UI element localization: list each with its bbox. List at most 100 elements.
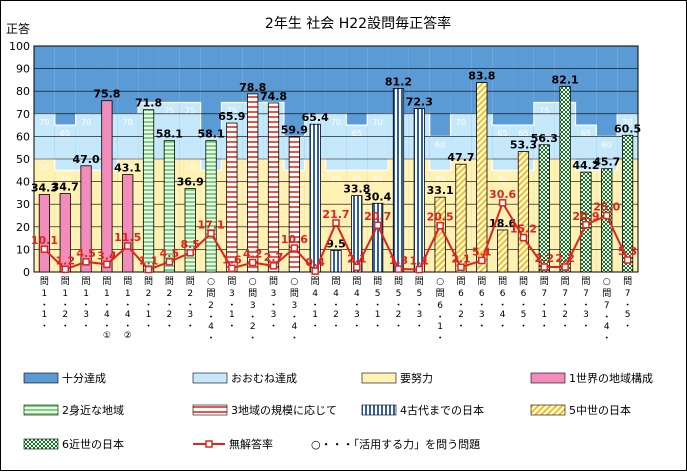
- x-tick-char: ・: [207, 313, 216, 323]
- x-tick-char: 6: [437, 301, 443, 311]
- x-tick-char: ・: [373, 301, 382, 311]
- no-answer-marker: [457, 263, 465, 272]
- x-tick-char: 1: [125, 289, 131, 299]
- bar: [226, 122, 238, 273]
- bar: [497, 229, 509, 273]
- x-tick-char: ・: [394, 301, 403, 311]
- no-answer-marker: [228, 264, 236, 273]
- no-answer-label: 3.4: [97, 249, 117, 262]
- x-tick-char: 6: [479, 289, 485, 299]
- legend-item-line: 無解答率: [193, 437, 273, 451]
- x-tick-char: ・: [82, 301, 91, 311]
- x-tick-label: 問3・3・: [269, 276, 278, 332]
- x-tick-label: 問5・3・: [415, 276, 424, 332]
- x-tick-char: ・: [331, 322, 340, 332]
- no-answer-label: 4.2: [243, 248, 263, 261]
- no-answer-label: 5.3: [618, 245, 638, 258]
- no-answer-label: 11.5: [114, 231, 141, 244]
- no-answer-marker: [186, 249, 194, 257]
- x-tick-char: 6: [458, 289, 464, 299]
- no-answer-label: 15.2: [510, 223, 537, 236]
- bar-value-label: 9.5: [326, 238, 346, 251]
- x-tick-char: ・: [623, 322, 632, 332]
- x-tick-label: 問4・2・: [331, 276, 340, 332]
- no-answer-marker: [478, 256, 486, 265]
- bar: [413, 108, 425, 273]
- y-tick-label: 30: [16, 198, 30, 211]
- x-tick-char: 問: [207, 288, 216, 299]
- x-tick-char: 問: [373, 276, 382, 287]
- no-answer-label: 4.5: [76, 247, 96, 260]
- x-tick-char: ・: [581, 322, 590, 332]
- x-tick-label: 問5・1・: [373, 276, 382, 332]
- legend-swatch: [361, 404, 397, 416]
- x-tick-char: ・: [207, 334, 216, 344]
- legend-label: 4古代までの日本: [400, 403, 484, 417]
- x-tick-char: 2: [62, 310, 68, 320]
- x-tick-char: 問: [61, 276, 70, 287]
- x-tick-char: ・: [394, 322, 403, 332]
- legend-label: 無解答率: [229, 437, 273, 451]
- x-tick-char: 2: [458, 310, 464, 320]
- x-tick-char: ・: [144, 322, 153, 332]
- x-tick-char: ・: [352, 301, 361, 311]
- bar-value-label: 36.9: [177, 176, 204, 189]
- x-tick-char: ・: [331, 301, 340, 311]
- x-tick-char: 問: [415, 276, 424, 287]
- no-answer-marker: [540, 263, 549, 271]
- x-tick-char: ○: [207, 277, 215, 287]
- bar: [392, 88, 405, 273]
- x-tick-char: 6: [521, 289, 527, 299]
- band-label-ooyoso: 60: [602, 140, 612, 149]
- band-label-youdoryoku: 45: [498, 174, 508, 183]
- x-tick-char: ①: [103, 331, 111, 341]
- no-answer-marker: [144, 265, 153, 274]
- x-tick-char: 問: [269, 276, 278, 287]
- y-tick-label: 90: [16, 63, 30, 76]
- x-tick-char: 6: [500, 289, 506, 299]
- x-tick-char: 7: [562, 289, 568, 299]
- no-answer-label: 2.2: [535, 252, 555, 265]
- y-tick-label: 80: [16, 85, 30, 98]
- y-tick-label: 20: [16, 221, 30, 234]
- x-tick-char: 問: [331, 276, 340, 287]
- legend-swatch: [530, 404, 566, 416]
- x-tick-char: 2: [146, 289, 152, 299]
- band-label-ooyoso: 75: [227, 107, 237, 116]
- x-tick-char: ・: [61, 301, 70, 311]
- x-tick-char: ・: [186, 322, 195, 332]
- x-tick-char: ・: [540, 301, 549, 311]
- x-tick-label: 問6・4・: [498, 276, 507, 332]
- no-answer-label: 20.7: [364, 210, 391, 223]
- band-label-youdoryoku: 45: [331, 174, 341, 183]
- x-tick-char: ・: [623, 301, 632, 311]
- x-tick-char: 問: [602, 288, 611, 299]
- bar-value-label: 30.4: [364, 190, 391, 203]
- x-tick-char: 問: [561, 276, 570, 287]
- x-tick-char: 4: [291, 322, 297, 332]
- legend-item-g2: 2身近な地域: [23, 403, 124, 417]
- no-answer-marker: [61, 265, 69, 274]
- no-answer-label: 20.9: [572, 210, 599, 223]
- x-tick-char: 2: [167, 310, 173, 320]
- x-tick-char: ・: [290, 334, 299, 344]
- bar-value-label: 44.2: [572, 159, 599, 172]
- x-tick-char: 1: [83, 289, 89, 299]
- bar: [288, 136, 300, 273]
- x-tick-char: 3: [291, 301, 297, 311]
- x-tick-char: 問: [290, 288, 299, 299]
- legend-label: 要努力: [400, 371, 433, 385]
- no-answer-marker: [82, 258, 90, 266]
- bar-value-label: 43.1: [114, 162, 141, 175]
- y-tick-label: 50: [16, 153, 30, 166]
- x-tick-label: 問6・2・: [456, 276, 465, 332]
- band-ooyoso-edge: [34, 101, 638, 137]
- x-tick-char: 問: [186, 276, 195, 287]
- x-tick-char: 3: [229, 289, 235, 299]
- legend-label: 3地域の規模に応じて: [231, 403, 337, 417]
- x-tick-char: ○: [290, 277, 298, 287]
- x-tick-char: 3: [83, 310, 89, 320]
- x-tick-char: ・: [248, 313, 257, 323]
- bar: [38, 194, 51, 273]
